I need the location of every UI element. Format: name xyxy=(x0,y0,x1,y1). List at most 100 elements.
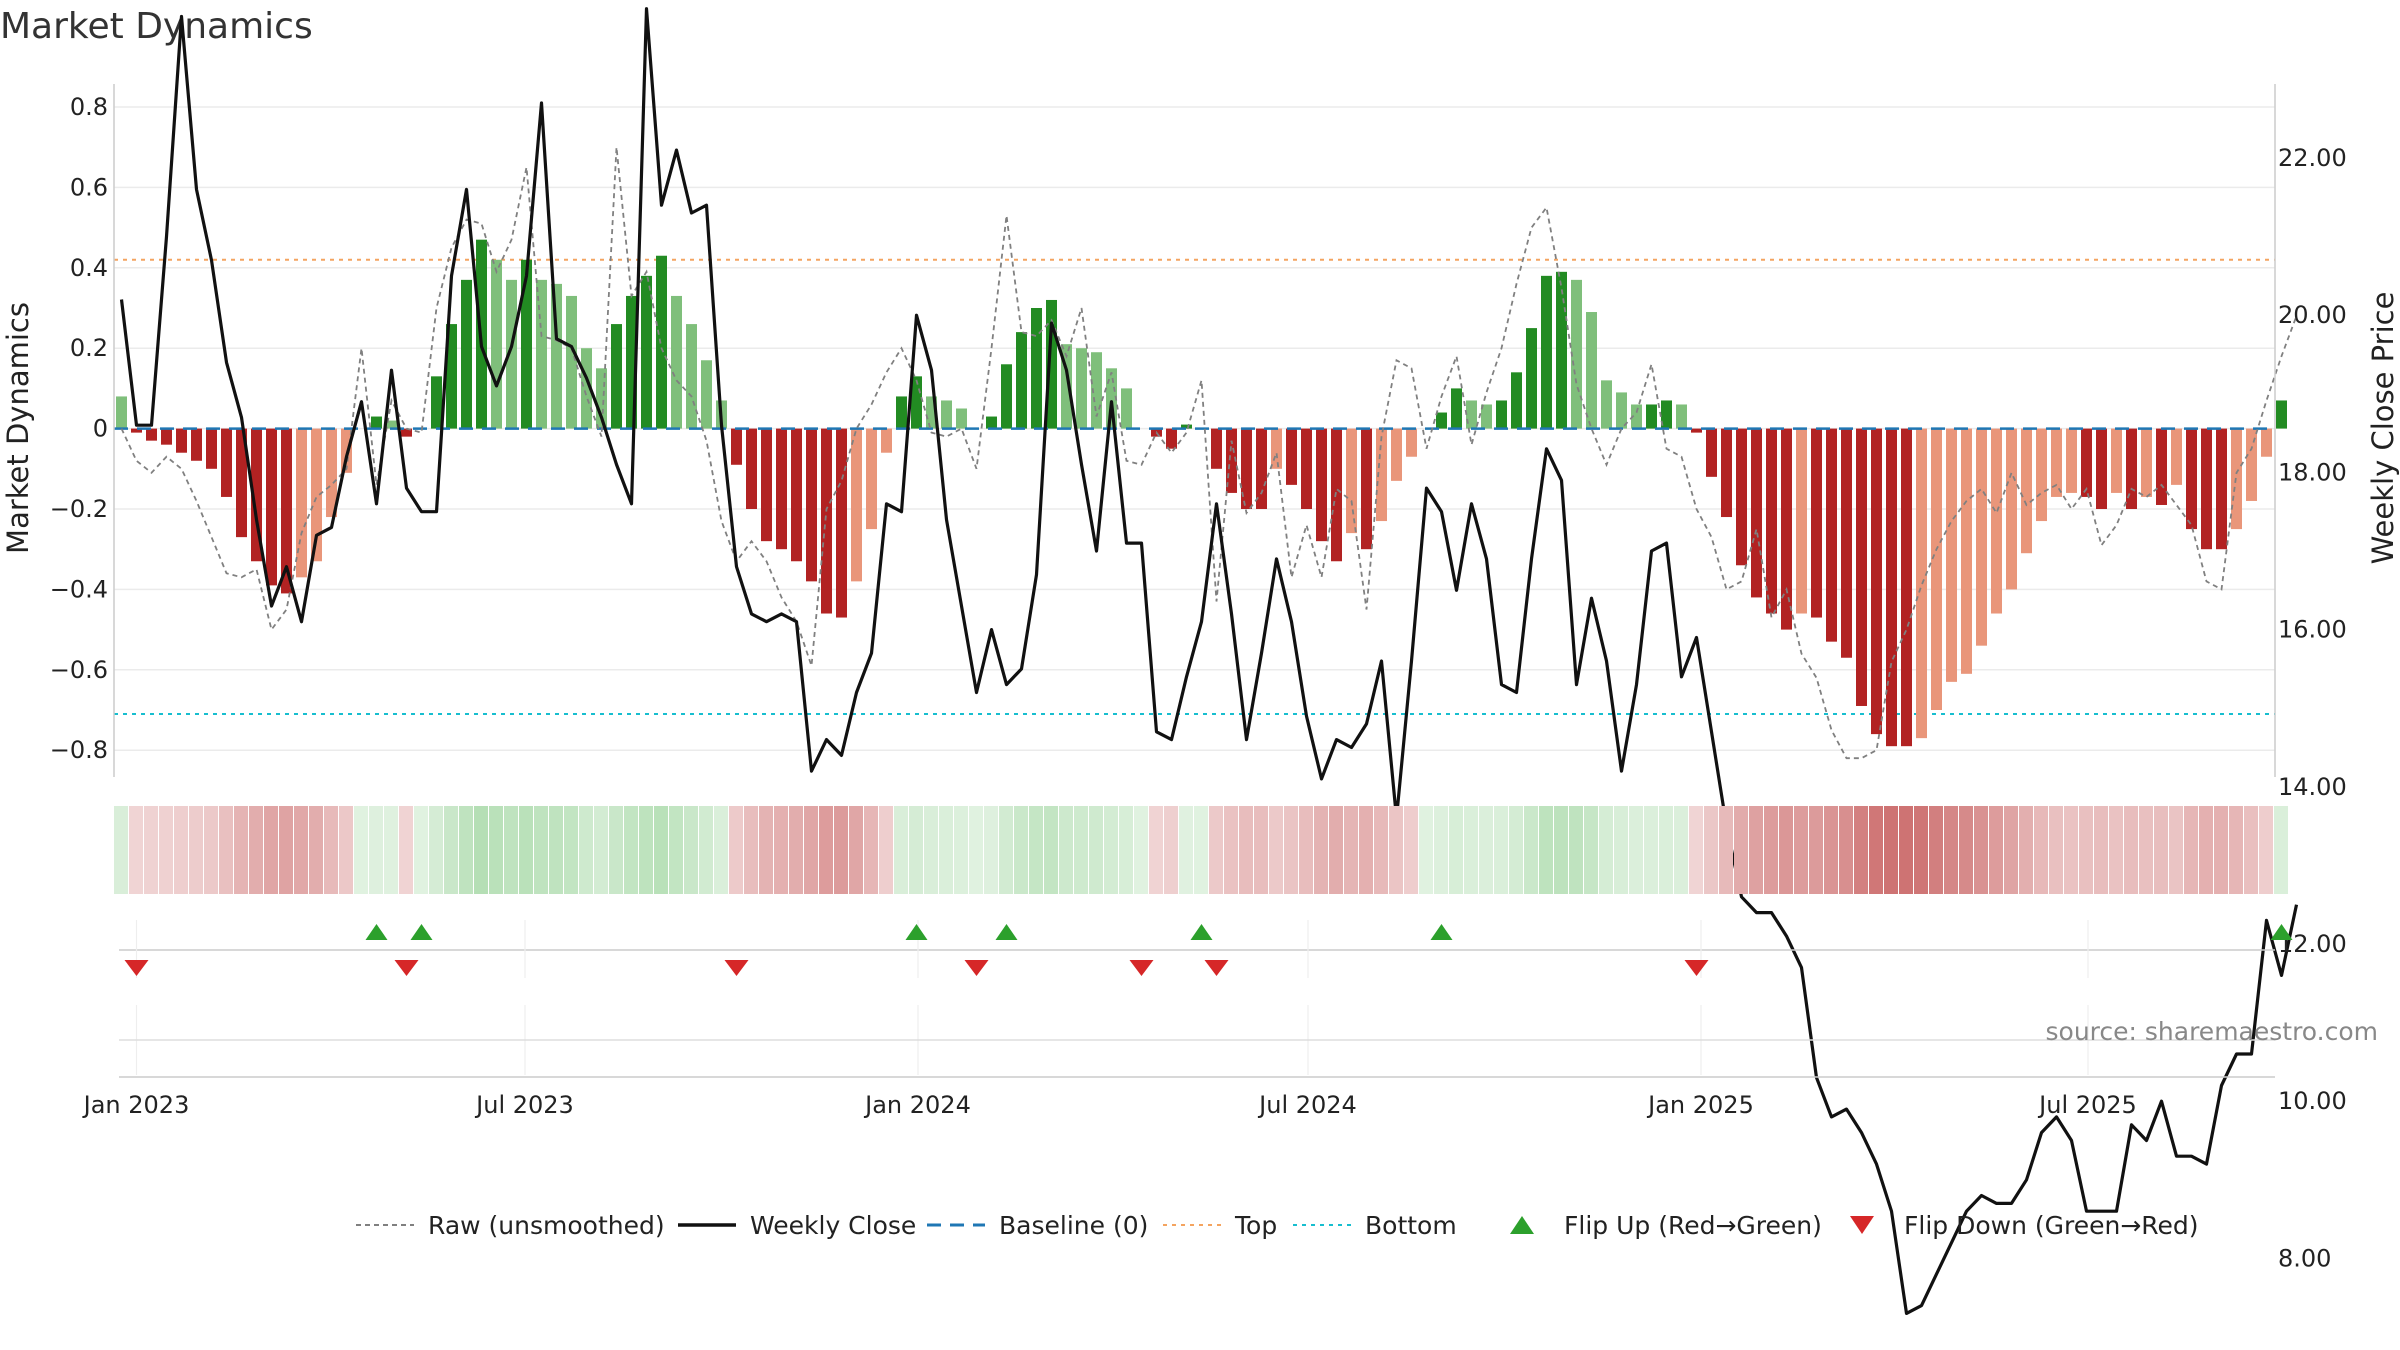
legend-label: Bottom xyxy=(1365,1211,1457,1240)
heat-cell xyxy=(1884,806,1898,894)
y2-tick-label: 8.00 xyxy=(2278,1244,2331,1272)
heat-cell xyxy=(1239,806,1253,894)
legend-item: Bottom xyxy=(1293,1211,1457,1240)
bar xyxy=(401,428,412,437)
heat-cell xyxy=(1539,806,1553,894)
x-tick-label: Jan 2025 xyxy=(1646,1091,1754,1119)
bar xyxy=(986,416,997,429)
heat-cell xyxy=(1089,806,1103,894)
bar xyxy=(161,428,172,445)
heat-cell xyxy=(654,806,668,894)
heat-cell xyxy=(1404,806,1418,894)
heat-cell xyxy=(1584,806,1598,894)
flip-up-marker xyxy=(1190,924,1213,940)
bar xyxy=(326,428,337,518)
x-tick-label: Jan 2023 xyxy=(82,1091,190,1119)
heat-cell xyxy=(804,806,818,894)
bar xyxy=(1901,428,1912,747)
bar xyxy=(1541,275,1552,429)
heat-cell xyxy=(1434,806,1448,894)
series-lines xyxy=(114,7,2299,1315)
bar xyxy=(1301,428,1312,509)
heat-cell xyxy=(594,806,608,894)
heat-cell xyxy=(444,806,458,894)
heat-cell xyxy=(2169,806,2183,894)
bar xyxy=(956,408,967,429)
bar xyxy=(221,428,232,497)
bar xyxy=(1031,308,1042,429)
heat-cell xyxy=(624,806,638,894)
heat-cell xyxy=(789,806,803,894)
heat-cell xyxy=(2229,806,2243,894)
heat-cell xyxy=(864,806,878,894)
bar xyxy=(2006,428,2017,590)
bar xyxy=(1211,428,1222,469)
heat-cell xyxy=(939,806,953,894)
heat-cell xyxy=(1839,806,1853,894)
legend: Raw (unsmoothed) Weekly Close Baseline (0)… xyxy=(356,1211,2199,1240)
heat-cell xyxy=(549,806,563,894)
heat-cell xyxy=(879,806,893,894)
y-tick-label: 0.2 xyxy=(70,334,108,362)
bar xyxy=(671,295,682,429)
heat-cell xyxy=(159,806,173,894)
heat-cell xyxy=(1914,806,1928,894)
heat-cell xyxy=(279,806,293,894)
heat-cell xyxy=(564,806,578,894)
heat-cell xyxy=(1014,806,1028,894)
bar xyxy=(2186,428,2197,530)
heat-cell xyxy=(1494,806,1508,894)
bar xyxy=(2096,428,2107,509)
legend-label: Flip Up (Red→Green) xyxy=(1564,1211,1822,1240)
heat-cell xyxy=(1794,806,1808,894)
heat-cell xyxy=(2034,806,2048,894)
bar xyxy=(656,255,667,429)
heat-cell xyxy=(1164,806,1178,894)
x-tick-label: Jul 2023 xyxy=(474,1091,574,1119)
heat-cell xyxy=(1674,806,1688,894)
heat-cell xyxy=(1269,806,1283,894)
axes xyxy=(113,84,2276,777)
bar xyxy=(1376,428,1387,522)
heat-cell xyxy=(2184,806,2198,894)
heat-cell xyxy=(1149,806,1163,894)
heat-cell xyxy=(834,806,848,894)
heat-cell xyxy=(1059,806,1073,894)
heat-cell xyxy=(354,806,368,894)
heat-cell xyxy=(894,806,908,894)
heat-cell xyxy=(984,806,998,894)
bar xyxy=(2081,428,2092,497)
heat-cell xyxy=(1869,806,1883,894)
bar xyxy=(731,428,742,465)
heat-cell xyxy=(114,806,128,894)
heat-cell xyxy=(1329,806,1343,894)
bar xyxy=(1061,344,1072,429)
legend-label: Weekly Close xyxy=(750,1211,916,1240)
bar xyxy=(1106,368,1117,429)
flip-up-marker xyxy=(905,924,928,940)
flip-down-marker xyxy=(124,960,149,976)
x-tick-label: Jul 2024 xyxy=(1257,1091,1357,1119)
heat-cell xyxy=(2139,806,2153,894)
bar xyxy=(1496,400,1507,429)
bar xyxy=(1616,392,1627,429)
heat-cell xyxy=(174,806,188,894)
heat-cell xyxy=(1194,806,1208,894)
bar xyxy=(2036,428,2047,522)
bar xyxy=(1316,428,1327,542)
bar xyxy=(116,396,127,429)
legend-label: Flip Down (Green→Red) xyxy=(1904,1211,2199,1240)
heat-cell xyxy=(1344,806,1358,894)
flip-down-marker xyxy=(724,960,749,976)
heat-cell xyxy=(1029,806,1043,894)
y-tick-label: 0 xyxy=(93,415,108,443)
y2-tick-label: 12.00 xyxy=(2278,930,2347,958)
flip-down-marker xyxy=(1204,960,1229,976)
bar xyxy=(191,428,202,461)
heat-cell xyxy=(2004,806,2018,894)
bar xyxy=(1511,372,1522,429)
bar xyxy=(1331,428,1342,562)
bar xyxy=(1586,312,1597,429)
bar xyxy=(1886,428,1897,747)
flip-up-marker xyxy=(1430,924,1453,940)
